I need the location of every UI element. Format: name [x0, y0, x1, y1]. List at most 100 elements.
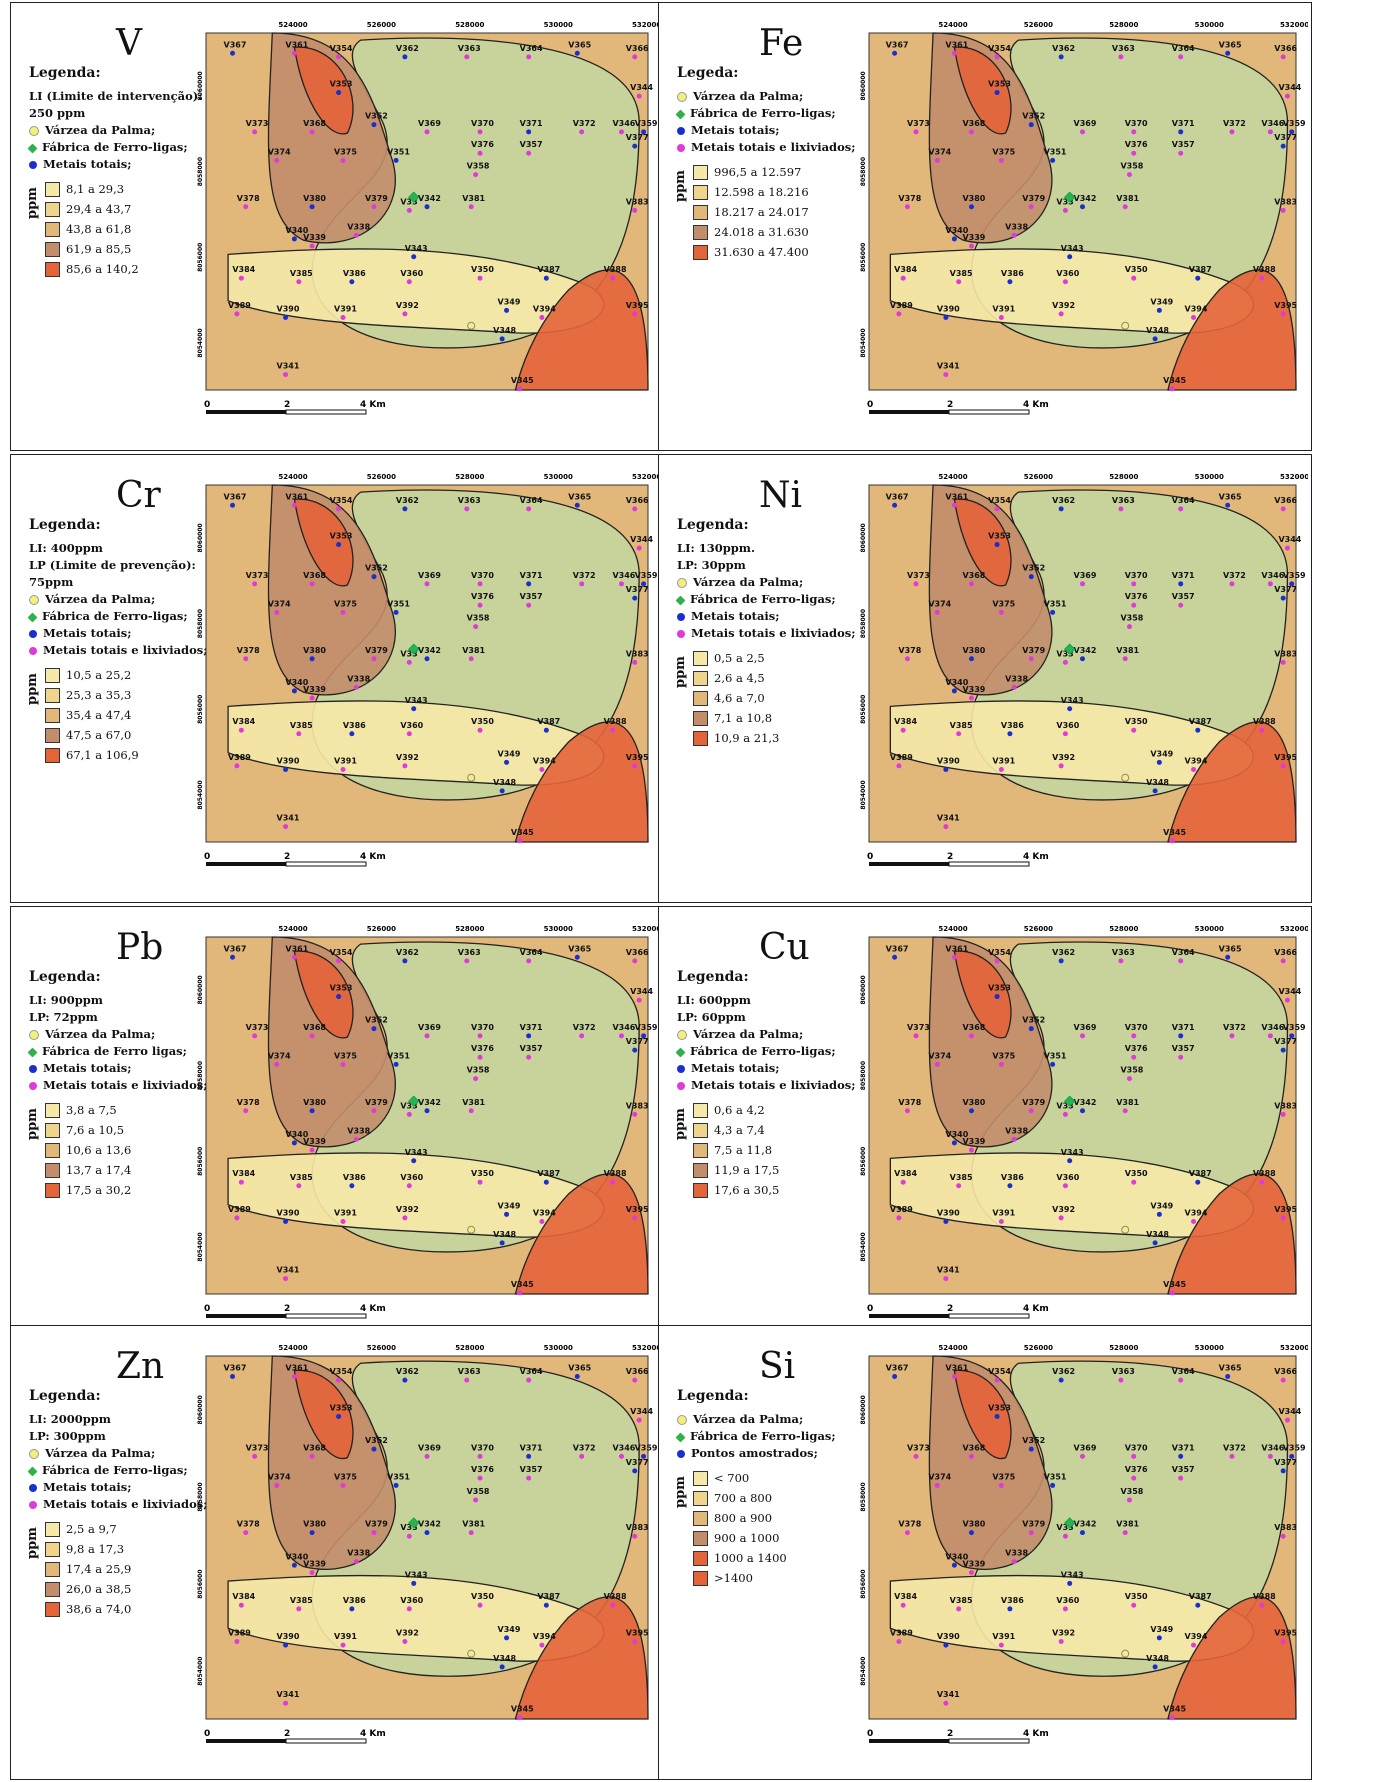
station-label: V373	[246, 1023, 269, 1032]
station-label: V346	[612, 1443, 635, 1452]
station-label: V351	[387, 1472, 410, 1481]
sample-point-icon	[1280, 1533, 1286, 1539]
legend-title: Legenda:	[29, 1388, 101, 1404]
legend-marker-item: Metais totais;	[29, 157, 229, 171]
legend-limit-line: LP: 60ppm	[677, 1010, 746, 1024]
sample-point-icon	[1259, 727, 1265, 733]
sample-point-icon	[29, 647, 37, 655]
legend-title: Legenda:	[677, 969, 749, 985]
x-tick-label: 524000	[278, 473, 307, 481]
station-label: V360	[1056, 1596, 1079, 1605]
sample-point-icon	[1229, 129, 1235, 135]
station-label: V362	[396, 44, 419, 53]
legend-class-label: 900 a 1000	[714, 1531, 780, 1545]
sample-point-icon	[632, 1468, 638, 1474]
sample-point-icon	[951, 236, 957, 242]
contour-zone	[953, 498, 1012, 587]
station-label: V361	[285, 40, 308, 49]
sample-point-icon	[913, 1453, 919, 1459]
station-label: V388	[604, 1169, 627, 1178]
sample-point-icon	[1007, 731, 1013, 737]
sample-point-icon	[406, 1533, 412, 1539]
sample-point-icon	[1152, 1664, 1158, 1670]
station-label: V372	[1223, 119, 1246, 128]
y-tick-label: 8060000	[860, 523, 867, 552]
station-label: V373	[246, 1443, 269, 1452]
sample-point-icon	[968, 1570, 974, 1576]
station-label: V359	[1283, 119, 1306, 128]
contour-map: V367 V361 V354 V362 V363 V364 V365 V366 V344 V353…	[860, 21, 1308, 415]
sample-point-icon	[1280, 143, 1286, 149]
factory-marker-icon	[1063, 643, 1076, 655]
sample-point-icon	[309, 243, 315, 249]
station-label: V358	[1120, 1066, 1143, 1075]
map-panel-cr: Cr Legenda: LI: 400ppm LP (Limite de preven…	[10, 454, 664, 903]
legend-class-item: 4,6 a 7,0	[693, 688, 877, 708]
station-label: V341	[937, 1266, 960, 1275]
station-label: V357	[1172, 592, 1195, 601]
sample-point-icon	[632, 1377, 638, 1383]
scale-label: 2	[947, 852, 953, 862]
y-tick-label: 8060000	[860, 71, 867, 100]
station-label: V378	[898, 1520, 921, 1529]
sample-point-icon	[291, 50, 297, 56]
sample-point-icon	[371, 1446, 377, 1452]
legend-class-label: 17,6 a 30,5	[714, 1183, 780, 1197]
station-label: V349	[1150, 297, 1173, 306]
sample-point-icon	[1118, 506, 1124, 512]
station-label: V348	[1146, 778, 1169, 787]
sample-point-icon	[309, 129, 315, 135]
legend-swatch	[45, 667, 60, 683]
station-label: V374	[928, 1051, 951, 1060]
sample-point-icon	[477, 1475, 483, 1481]
sample-point-icon	[402, 1215, 408, 1221]
varzea-marker-icon	[677, 92, 687, 102]
sample-point-icon	[1126, 1497, 1132, 1503]
x-tick-label: 528000	[455, 925, 484, 933]
legend-marker-label: Metais totais e lixiviados;	[43, 1497, 208, 1511]
station-label: V363	[1112, 948, 1135, 957]
station-label: V380	[962, 194, 985, 203]
sample-point-icon	[1152, 788, 1158, 794]
sample-point-icon	[934, 157, 940, 163]
sample-point-icon	[951, 1562, 957, 1568]
station-label: V375	[334, 599, 357, 608]
station-label: V377	[1274, 585, 1297, 594]
sample-point-icon	[896, 1215, 902, 1221]
legend-unit: ppm	[25, 187, 40, 219]
station-label: V371	[520, 1443, 543, 1452]
sample-point-icon	[539, 766, 545, 772]
legend-title: Legenda:	[29, 969, 101, 985]
sample-point-icon	[477, 1602, 483, 1608]
station-label: V352	[365, 1016, 388, 1025]
sample-point-icon	[943, 372, 949, 378]
sample-point-icon	[904, 1530, 910, 1536]
station-label: V362	[1052, 44, 1075, 53]
sample-point-icon	[336, 1377, 342, 1383]
station-label: V383	[626, 197, 649, 206]
sample-point-icon	[336, 1413, 342, 1419]
sample-point-icon	[349, 731, 355, 737]
station-label: V352	[1022, 564, 1045, 573]
x-tick-label: 530000	[544, 473, 573, 481]
station-label: V387	[537, 1169, 560, 1178]
sample-point-icon	[504, 1635, 510, 1641]
station-label: V341	[277, 1690, 300, 1699]
legend-class-label: 2,5 a 9,7	[66, 1522, 117, 1536]
station-label: V387	[1189, 717, 1212, 726]
legend-title: Legenda:	[677, 517, 749, 533]
sample-point-icon	[1267, 1033, 1273, 1039]
sample-point-icon	[296, 1183, 302, 1189]
map-panel-fe: Fe Legeda: Várzea da Palma; Fábrica de Ferr…	[658, 2, 1312, 451]
station-label: V375	[334, 1472, 357, 1481]
sample-point-icon	[336, 994, 342, 1000]
contour-map: V367 V361 V354 V362 V363 V364 V365 V366 V344 V353…	[860, 1344, 1308, 1744]
sample-point-icon	[393, 1482, 399, 1488]
station-label: V362	[1052, 948, 1075, 957]
sample-point-icon	[1126, 624, 1132, 630]
factory-marker-icon	[675, 595, 686, 605]
sample-point-icon	[956, 1183, 962, 1189]
sample-point-icon	[543, 275, 549, 281]
legend-marker-label: Fábrica de Ferro-ligas;	[690, 1429, 836, 1443]
sample-point-icon	[1178, 1377, 1184, 1383]
